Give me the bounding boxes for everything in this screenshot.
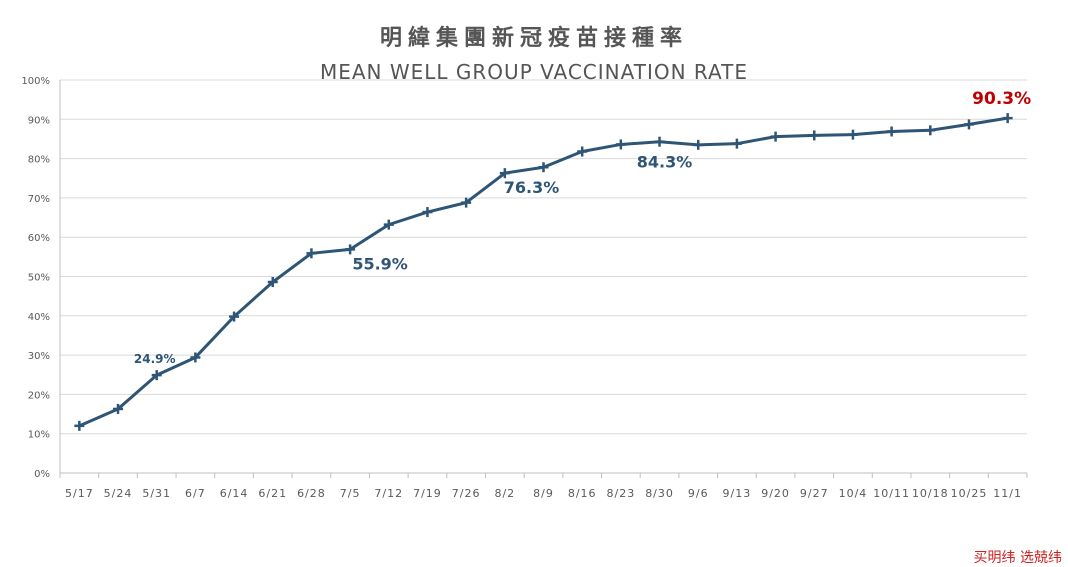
data-point-marker bbox=[461, 197, 472, 208]
data-point-marker bbox=[422, 207, 433, 218]
chart-title-chinese: 明緯集團新冠疫苗接種率 bbox=[379, 26, 688, 51]
x-tick-label: 8/16 bbox=[568, 487, 597, 500]
data-point-marker bbox=[577, 146, 588, 157]
data-point-marker bbox=[809, 130, 820, 141]
y-tick-label: 10% bbox=[28, 430, 50, 441]
data-label: 76.3% bbox=[504, 178, 560, 197]
data-point-marker bbox=[267, 277, 278, 288]
y-tick-label: 20% bbox=[28, 390, 50, 401]
x-tick-label: 7/12 bbox=[374, 487, 403, 500]
data-point-marker bbox=[113, 403, 124, 414]
data-point-marker bbox=[306, 248, 317, 259]
data-point-marker bbox=[151, 370, 162, 381]
data-point-marker bbox=[190, 352, 201, 363]
data-point-marker bbox=[963, 119, 974, 130]
x-tick-label: 6/21 bbox=[258, 487, 287, 500]
data-point-marker bbox=[654, 136, 665, 147]
data-label: 90.3% bbox=[972, 89, 1031, 109]
y-tick-label: 30% bbox=[28, 351, 50, 362]
x-tick-label: 10/11 bbox=[873, 487, 910, 500]
x-tick-label: 7/19 bbox=[413, 487, 442, 500]
data-point-marker bbox=[1002, 113, 1013, 124]
data-point-marker bbox=[693, 139, 704, 150]
y-tick-label: 100% bbox=[21, 76, 50, 87]
y-tick-label: 90% bbox=[28, 115, 50, 126]
x-tick-label: 7/5 bbox=[340, 487, 361, 500]
data-point-marker bbox=[229, 311, 240, 322]
data-point-marker bbox=[615, 139, 626, 150]
x-tick-label: 10/18 bbox=[912, 487, 949, 500]
y-tick-label: 70% bbox=[28, 194, 50, 205]
data-point-marker bbox=[74, 420, 85, 431]
y-tick-label: 80% bbox=[28, 155, 50, 166]
y-tick-label: 0% bbox=[34, 469, 50, 480]
x-tick-label: 6/7 bbox=[185, 487, 206, 500]
data-label: 84.3% bbox=[637, 153, 693, 172]
y-tick-label: 40% bbox=[28, 312, 50, 323]
data-point-marker bbox=[499, 168, 510, 179]
data-point-marker bbox=[886, 126, 897, 137]
data-point-marker bbox=[538, 162, 549, 173]
y-tick-label: 50% bbox=[28, 273, 50, 284]
x-tick-label: 10/4 bbox=[839, 487, 868, 500]
data-point-marker bbox=[731, 138, 742, 149]
data-point-marker bbox=[847, 129, 858, 140]
x-tick-label: 8/30 bbox=[645, 487, 674, 500]
x-tick-label: 9/6 bbox=[688, 487, 709, 500]
data-label: 55.9% bbox=[352, 254, 408, 273]
x-tick-label: 6/14 bbox=[220, 487, 249, 500]
data-point-marker bbox=[770, 131, 781, 142]
x-tick-label: 6/28 bbox=[297, 487, 326, 500]
data-point-marker bbox=[345, 244, 356, 255]
x-tick-label: 8/9 bbox=[533, 487, 554, 500]
watermark-text: 买明纬 选兢纬 bbox=[973, 550, 1062, 566]
x-tick-label: 9/13 bbox=[723, 487, 752, 500]
x-tick-label: 10/25 bbox=[951, 487, 988, 500]
x-tick-label: 8/2 bbox=[494, 487, 515, 500]
x-tick-label: 5/24 bbox=[104, 487, 133, 500]
x-tick-label: 5/17 bbox=[65, 487, 94, 500]
x-tick-label: 5/31 bbox=[142, 487, 171, 500]
data-label: 24.9% bbox=[134, 352, 176, 366]
y-tick-label: 60% bbox=[28, 233, 50, 244]
x-tick-label: 9/27 bbox=[800, 487, 829, 500]
x-tick-label: 8/23 bbox=[607, 487, 636, 500]
x-tick-label: 11/1 bbox=[993, 487, 1022, 500]
data-point-marker bbox=[925, 125, 936, 136]
x-tick-label: 9/20 bbox=[761, 487, 790, 500]
x-tick-label: 7/26 bbox=[452, 487, 481, 500]
data-point-marker bbox=[383, 219, 394, 230]
